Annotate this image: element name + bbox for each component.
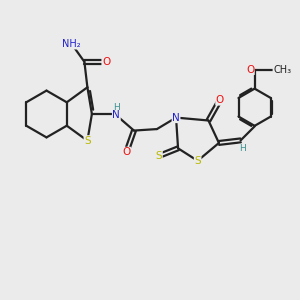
Text: H: H [113, 103, 120, 112]
Text: S: S [194, 156, 201, 166]
Text: O: O [122, 147, 130, 157]
Text: N: N [112, 110, 120, 121]
Text: N: N [172, 112, 180, 123]
Text: NH₂: NH₂ [62, 39, 81, 49]
Text: CH₃: CH₃ [273, 64, 291, 74]
Text: S: S [84, 136, 91, 146]
Text: O: O [216, 95, 224, 105]
Text: O: O [246, 64, 254, 74]
Text: S: S [156, 151, 162, 161]
Text: O: O [102, 57, 110, 67]
Text: H: H [239, 144, 245, 153]
